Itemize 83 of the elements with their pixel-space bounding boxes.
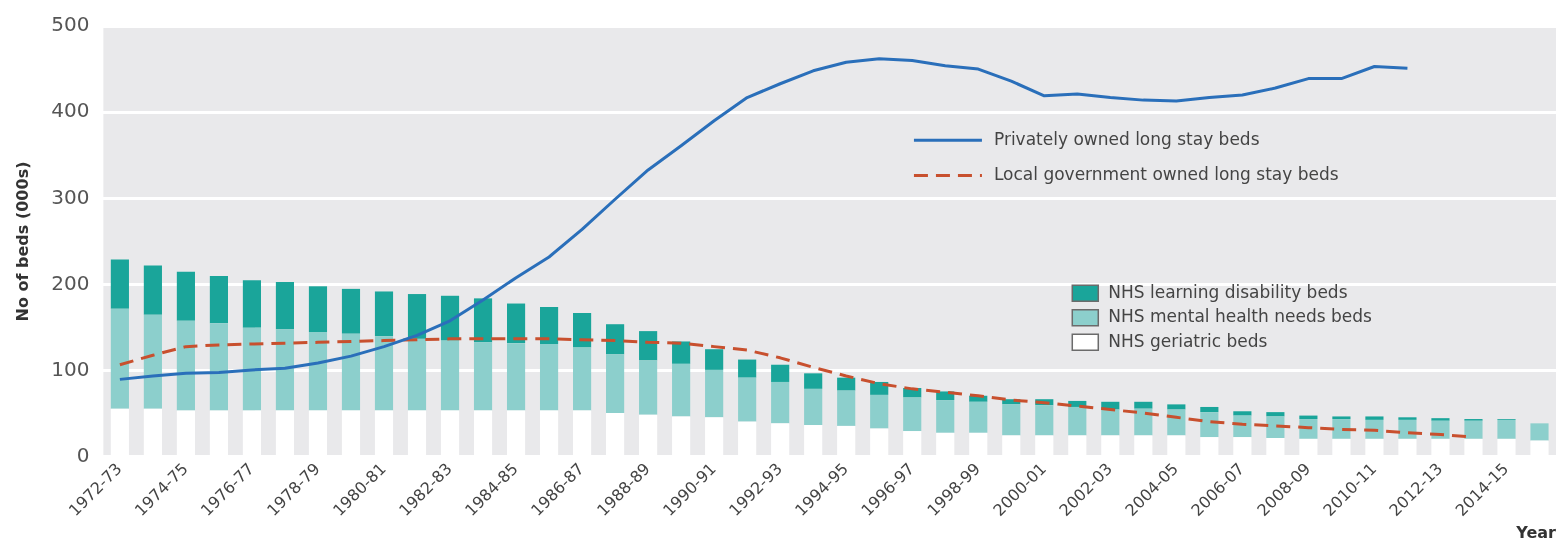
bar bbox=[1266, 412, 1285, 417]
bar bbox=[539, 306, 559, 345]
legend-label: Privately owned long stay beds bbox=[993, 128, 1260, 149]
bar bbox=[606, 354, 625, 413]
x-axis-title: Year bbox=[1515, 522, 1557, 542]
y-tick-label: 400 bbox=[51, 98, 90, 123]
y-tick-label: 0 bbox=[76, 443, 90, 468]
bar bbox=[1134, 408, 1153, 436]
bar bbox=[473, 298, 493, 343]
bar bbox=[275, 281, 295, 330]
bar bbox=[1398, 419, 1417, 439]
bar bbox=[1002, 404, 1021, 436]
bar bbox=[110, 308, 129, 409]
bar bbox=[705, 369, 724, 418]
bar bbox=[341, 333, 361, 411]
bar bbox=[242, 280, 262, 328]
bar bbox=[573, 313, 592, 348]
bar bbox=[506, 343, 526, 411]
bar bbox=[110, 259, 129, 309]
y-tick-label: 200 bbox=[51, 270, 90, 295]
bar bbox=[1101, 409, 1120, 436]
bar bbox=[473, 342, 493, 411]
legend-label: Local government owned long stay beds bbox=[993, 163, 1339, 184]
bar bbox=[176, 271, 195, 321]
bar bbox=[804, 388, 823, 426]
legend-label: NHS learning disability beds bbox=[1108, 281, 1348, 302]
bar bbox=[870, 394, 889, 429]
bar bbox=[407, 338, 427, 411]
bar bbox=[143, 265, 162, 315]
bar bbox=[242, 327, 262, 411]
bar bbox=[1167, 404, 1186, 410]
bar bbox=[1530, 423, 1549, 441]
bar bbox=[672, 341, 691, 364]
bar bbox=[308, 286, 328, 332]
bar bbox=[771, 364, 790, 382]
bar bbox=[738, 377, 757, 422]
bar bbox=[639, 331, 658, 361]
bar bbox=[936, 400, 955, 433]
bar bbox=[903, 397, 922, 432]
bar bbox=[837, 377, 856, 391]
bar bbox=[275, 329, 295, 411]
legend-label: NHS mental health needs beds bbox=[1108, 306, 1372, 327]
bar bbox=[341, 288, 361, 334]
bar bbox=[1464, 420, 1483, 439]
bar bbox=[1398, 417, 1417, 420]
bar bbox=[374, 336, 394, 411]
y-axis-title: No of beds (000s) bbox=[12, 161, 32, 322]
bar bbox=[1266, 416, 1285, 438]
y-tick-label: 500 bbox=[51, 12, 90, 37]
y-tick-label: 100 bbox=[51, 356, 90, 381]
bar bbox=[738, 359, 757, 378]
bar bbox=[573, 347, 592, 411]
bar bbox=[1233, 411, 1252, 416]
bar bbox=[1134, 401, 1153, 409]
bar bbox=[506, 303, 526, 344]
bar bbox=[143, 314, 162, 409]
bar bbox=[1332, 419, 1351, 439]
bar bbox=[969, 401, 988, 433]
bar bbox=[1200, 412, 1219, 438]
bar bbox=[1035, 405, 1054, 436]
bar bbox=[705, 349, 724, 370]
bar bbox=[606, 324, 625, 355]
bar bbox=[804, 373, 823, 389]
bar bbox=[1068, 406, 1087, 436]
bar bbox=[771, 381, 790, 424]
bar bbox=[539, 344, 559, 411]
bar bbox=[209, 275, 228, 324]
bar bbox=[639, 360, 658, 415]
bar bbox=[837, 390, 856, 426]
bar bbox=[209, 323, 228, 411]
bar bbox=[407, 294, 427, 339]
bar bbox=[1497, 419, 1516, 439]
bar bbox=[1332, 416, 1351, 420]
bar bbox=[308, 331, 328, 411]
bar bbox=[1365, 416, 1384, 420]
bar bbox=[1431, 418, 1450, 421]
bar bbox=[374, 291, 394, 337]
legend-label: NHS geriatric beds bbox=[1108, 330, 1268, 351]
bar bbox=[1200, 406, 1219, 413]
bar bbox=[672, 363, 691, 417]
bar bbox=[176, 320, 195, 411]
y-tick-label: 300 bbox=[51, 184, 90, 209]
bar bbox=[440, 340, 460, 411]
